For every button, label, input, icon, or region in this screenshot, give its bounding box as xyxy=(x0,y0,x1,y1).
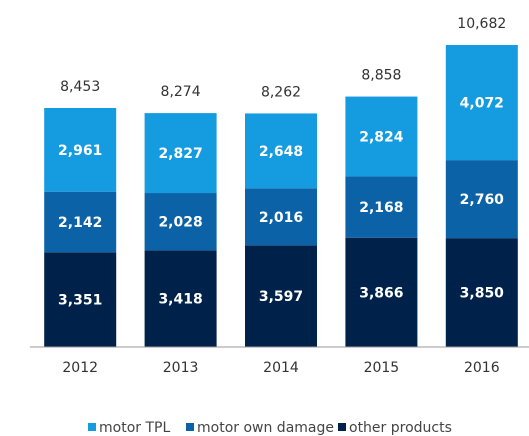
bar-segment xyxy=(245,188,317,246)
bar-segment xyxy=(144,250,217,347)
bar-segment xyxy=(144,113,217,194)
value-label: 2,028 xyxy=(158,215,202,231)
bar-segment xyxy=(345,237,418,347)
total-label: 8,453 xyxy=(60,79,100,95)
bar-segment xyxy=(44,191,117,253)
value-label: 4,072 xyxy=(460,96,504,112)
bar-segment xyxy=(445,238,518,347)
x-tick-label: 2016 xyxy=(464,360,500,376)
value-label: 3,850 xyxy=(460,286,505,302)
legend-label: motor TPL xyxy=(99,420,170,436)
legend-label: motor own damage xyxy=(197,420,334,436)
legend-swatch xyxy=(88,423,96,431)
x-tick-label: 2015 xyxy=(364,360,400,376)
bar-segment xyxy=(445,45,518,161)
value-label: 2,827 xyxy=(158,146,202,162)
value-label: 3,597 xyxy=(259,289,303,305)
value-label: 2,961 xyxy=(58,143,102,159)
value-label: 2,760 xyxy=(460,192,505,208)
x-tick-label: 2012 xyxy=(62,360,98,376)
bar-segment xyxy=(44,107,117,192)
bar-segment xyxy=(245,113,317,189)
bar-segment xyxy=(44,252,117,347)
value-label: 2,016 xyxy=(259,210,303,226)
bar-segment xyxy=(445,160,518,239)
x-tick-label: 2014 xyxy=(263,360,299,376)
bar-segment xyxy=(345,96,418,177)
total-label: 10,682 xyxy=(457,16,506,32)
value-label: 2,142 xyxy=(58,215,102,231)
legend-swatch xyxy=(186,423,194,431)
value-label: 3,418 xyxy=(158,292,202,308)
bar-segment xyxy=(144,193,217,251)
bar-segment xyxy=(345,176,418,238)
x-tick-label: 2013 xyxy=(163,360,199,376)
value-label: 2,168 xyxy=(359,200,403,216)
legend-label: other products xyxy=(349,420,452,436)
total-label: 8,858 xyxy=(361,68,401,84)
total-label: 8,274 xyxy=(161,84,201,100)
legend-swatch xyxy=(338,423,346,431)
total-label: 8,262 xyxy=(261,84,301,100)
value-label: 2,648 xyxy=(259,144,303,160)
bar-segment xyxy=(245,245,317,347)
value-label: 2,824 xyxy=(359,129,404,145)
value-label: 3,866 xyxy=(359,285,403,301)
value-label: 3,351 xyxy=(58,293,102,309)
